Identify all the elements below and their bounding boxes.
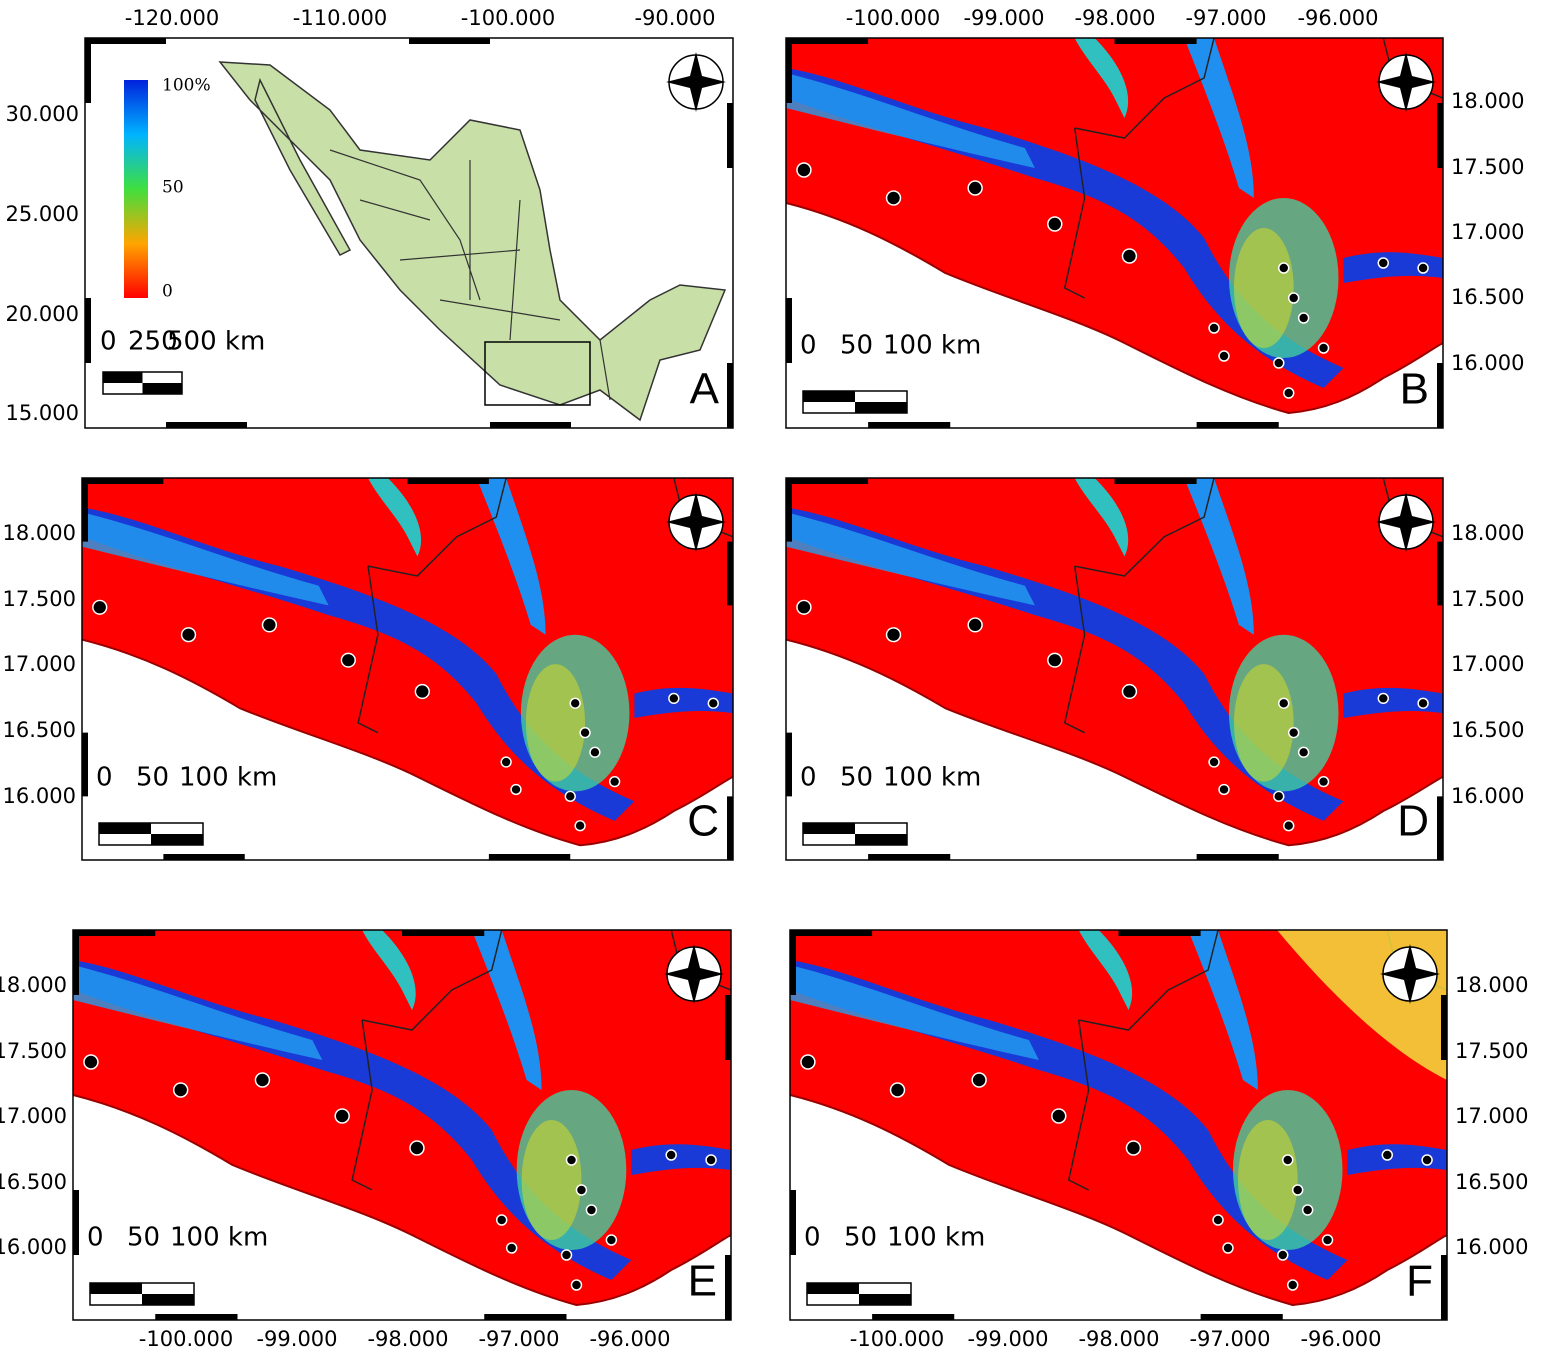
x-tick-label: -120.000 [125, 6, 219, 30]
scale-label: 0 [100, 327, 117, 357]
legend-label: 50 [162, 178, 184, 198]
scale-bar-segment [859, 1294, 911, 1305]
y-tick-label: 30.000 [6, 102, 79, 126]
x-tick-label: -98.000 [1078, 1327, 1159, 1351]
scale-label: 0 [96, 763, 113, 793]
suitability-raster [73, 930, 731, 1320]
x-tick-label: -100.000 [461, 6, 555, 30]
y-tick-label: 18.000 [1455, 973, 1528, 997]
x-tick-label: -96.000 [1300, 1327, 1381, 1351]
panel-letter: B [1400, 365, 1429, 414]
y-tick-label: 17.000 [1451, 652, 1524, 676]
scale-bar-segment [103, 372, 143, 383]
y-tick-label: 16.500 [1455, 1170, 1528, 1194]
scale-label: 0 [804, 1223, 821, 1253]
y-tick-label: 18.000 [3, 521, 76, 545]
x-tick-label: -100.000 [850, 1327, 944, 1351]
x-tick-label: -97.000 [478, 1327, 559, 1351]
panel-letter: F [1406, 1257, 1433, 1306]
panel-letter: E [688, 1257, 717, 1306]
y-tick-label: 17.500 [1455, 1039, 1528, 1063]
scale-bar-segment [99, 823, 151, 834]
y-tick-label: 16.000 [1455, 1235, 1528, 1259]
x-tick-label: -97.000 [1189, 1327, 1270, 1351]
y-tick-label: 16.500 [3, 718, 76, 742]
scale-label: 100 km [170, 1223, 268, 1253]
x-tick-label: -96.000 [589, 1327, 670, 1351]
x-tick-label: -110.000 [293, 6, 387, 30]
y-tick-label: 25.000 [6, 202, 79, 226]
suitability-raster [82, 478, 733, 860]
scale-label: 100 km [883, 331, 981, 361]
panel-letter: A [690, 365, 720, 414]
y-tick-label: 15.000 [6, 401, 79, 425]
panel-letter: C [687, 797, 719, 846]
figure: 100%500A0250500 km-120.000-110.000-100.0… [0, 0, 1542, 1358]
y-tick-label: 17.000 [3, 652, 76, 676]
scale-bar-segment [807, 1283, 859, 1294]
x-tick-label: -98.000 [367, 1327, 448, 1351]
map-panel: C 0 50 100 km 18.000 17.500 17.000 16.500 16.000 [3, 478, 733, 860]
y-tick-label: 16.000 [3, 784, 76, 808]
scale-label: 0 [800, 763, 817, 793]
scale-label: 50 [136, 763, 169, 793]
map-panel: F 0 50 100 km -100.000 -99.000 -98.000 -97.000 -… [790, 930, 1528, 1351]
y-tick-label: 17.500 [0, 1039, 67, 1063]
scale-label: 0 [87, 1223, 104, 1253]
y-tick-label: 16.000 [1451, 351, 1524, 375]
y-tick-label: 17.000 [0, 1104, 67, 1128]
scale-bar-segment [803, 391, 855, 402]
y-tick-label: 18.000 [1451, 89, 1524, 113]
y-tick-label: 18.000 [1451, 521, 1524, 545]
legend-ramp [124, 80, 148, 298]
y-tick-label: 17.000 [1451, 220, 1524, 244]
y-tick-label: 16.500 [1451, 285, 1524, 309]
y-tick-label: 17.500 [1451, 155, 1524, 179]
scale-label: 0 [800, 331, 817, 361]
map-panel: E 0 50 100 km -100.000 -99.000 -98.000 -97.000 -… [0, 930, 731, 1351]
suitability-raster [786, 478, 1443, 860]
scale-bar-segment [142, 1294, 194, 1305]
scale-label: 50 [840, 331, 873, 361]
x-tick-label: -98.000 [1074, 6, 1155, 30]
y-tick-label: 18.000 [0, 973, 67, 997]
y-tick-label: 16.000 [1451, 784, 1524, 808]
scale-bar-segment [143, 383, 183, 394]
scale-label: 50 [127, 1223, 160, 1253]
x-tick-label: -96.000 [1297, 6, 1378, 30]
scale-bar-segment [151, 834, 203, 845]
scale-bar-segment [855, 834, 907, 845]
scale-label: 50 [840, 763, 873, 793]
x-tick-label: -100.000 [846, 6, 940, 30]
y-tick-label: 17.500 [3, 587, 76, 611]
x-tick-label: -99.000 [967, 1327, 1048, 1351]
scale-label: 500 km [167, 327, 265, 357]
scale-label: 100 km [883, 763, 981, 793]
scale-label: 100 km [179, 763, 277, 793]
y-tick-label: 16.500 [0, 1170, 67, 1194]
x-tick-label: -100.000 [139, 1327, 233, 1351]
y-tick-label: 16.000 [0, 1235, 67, 1259]
scale-bar-segment [855, 402, 907, 413]
legend-label: 100% [162, 76, 211, 96]
suitability-raster [786, 38, 1443, 428]
scale-label: 50 [844, 1223, 877, 1253]
scale-bar-segment [90, 1283, 142, 1294]
y-tick-label: 20.000 [6, 302, 79, 326]
y-tick-label: 17.000 [1455, 1104, 1528, 1128]
map-panel: D 0 50 100 km 18.000 17.500 17.000 16.500 16.000 [786, 478, 1524, 860]
map-panel: B 0 50 100 km -100.000 -99.000 -98.000 -97.000 -… [786, 6, 1524, 428]
scale-label: 100 km [887, 1223, 985, 1253]
scale-bar-segment [803, 823, 855, 834]
x-tick-label: -99.000 [963, 6, 1044, 30]
legend-label: 0 [162, 282, 173, 302]
y-tick-label: 17.500 [1451, 587, 1524, 611]
x-tick-label: -90.000 [634, 6, 715, 30]
panel-letter: D [1397, 797, 1429, 846]
y-tick-label: 16.500 [1451, 718, 1524, 742]
x-tick-label: -97.000 [1185, 6, 1266, 30]
map-panel: 100%500A0250500 km-120.000-110.000-100.0… [6, 6, 733, 428]
x-tick-label: -99.000 [256, 1327, 337, 1351]
